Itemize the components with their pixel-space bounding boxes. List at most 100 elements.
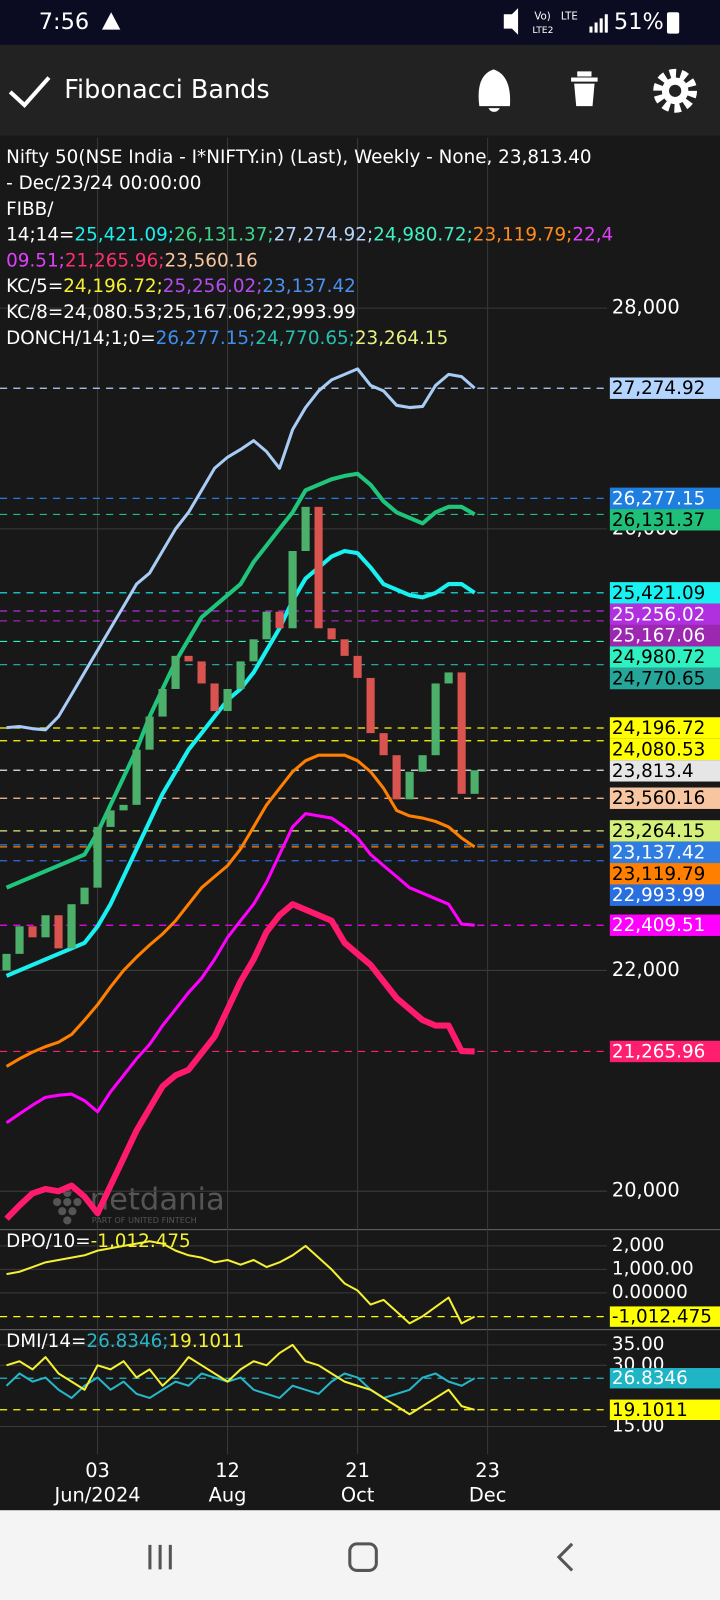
candle-body — [444, 672, 453, 684]
alert-button[interactable] — [478, 69, 511, 112]
candle-body — [106, 810, 115, 827]
price-tag — [609, 582, 720, 604]
candle-body — [119, 804, 128, 811]
legend-text: DONCH/14;1;0= — [6, 328, 156, 349]
x-tick-sublabel: Dec — [469, 1483, 506, 1506]
settings-button[interactable] — [653, 68, 698, 113]
legend-text: 26,277.15; — [156, 328, 256, 349]
price-tag — [609, 760, 720, 782]
legend-text: 23,264.15 — [355, 328, 448, 349]
candle-body — [54, 915, 63, 949]
price-tag — [609, 1040, 720, 1063]
lte-top: LTE — [561, 11, 578, 22]
marks-layer — [2, 367, 479, 1416]
series-line — [5, 548, 476, 978]
legend-row: DONCH/14;1;0=26,277.15;24,770.65;23,264.… — [6, 328, 448, 349]
price-tag — [609, 1306, 720, 1327]
x-tick-sublabel: Oct — [341, 1483, 375, 1506]
price-tag — [609, 487, 720, 510]
price-tag-label: 27,274.92 — [612, 378, 705, 399]
legend-text: 23,119.79; — [473, 225, 573, 246]
chart-area — [0, 135, 720, 1511]
back-button[interactable] — [556, 1542, 574, 1572]
candle-body — [145, 716, 154, 750]
candle-body — [210, 683, 219, 712]
legend-text: 22,4 — [572, 225, 613, 246]
battery-icon — [666, 12, 680, 34]
price-tag — [609, 914, 720, 936]
price-tag — [609, 884, 720, 906]
delete-button[interactable] — [571, 71, 598, 107]
recents-button[interactable] — [148, 1544, 172, 1570]
candle-body — [80, 887, 89, 905]
y-tick-label: 20,000 — [612, 1179, 680, 1202]
legend-text: -1,012.475 — [91, 1231, 191, 1252]
confirm-button[interactable] — [8, 76, 51, 109]
price-tag — [609, 1368, 720, 1389]
price-tag-label: 23,264.15 — [612, 821, 705, 842]
legend-text: 26,131.37; — [174, 225, 274, 246]
signal-icon — [589, 14, 608, 33]
legend-text: KC/8=24,080.53;25,167.06;22,993.99 — [6, 302, 356, 323]
price-tag — [609, 841, 720, 864]
legend-text: KC/5= — [6, 276, 63, 297]
series-line — [5, 1372, 476, 1399]
series-line — [6, 1343, 475, 1416]
candle-body — [327, 628, 336, 640]
legend-row: - Dec/23/24 00:00:00 — [6, 173, 201, 194]
home-button[interactable] — [348, 1542, 378, 1572]
price-tag — [609, 717, 720, 739]
candle-body — [171, 655, 180, 689]
price-tag-label: 24,080.53 — [612, 739, 705, 760]
grid-layer: 20,00022,00026,00028,0000.000001,000.002… — [0, 137, 720, 1455]
legend-text: 23,560.16 — [164, 250, 257, 271]
candle-body — [223, 688, 232, 712]
legend-row: DMI/14=26.8346;19.1011 — [6, 1331, 244, 1352]
candle-body — [392, 755, 401, 800]
price-tag — [609, 667, 720, 690]
x-tick-label: 23 — [475, 1459, 500, 1482]
legend-row: KC/8=24,080.53;25,167.06;22,993.99 — [6, 302, 356, 323]
toolbar-title: Fibonacci Bands — [64, 75, 269, 105]
price-tag-label: 19.1011 — [612, 1400, 688, 1421]
candle-body — [93, 826, 102, 888]
price-tag-label: 24,980.72 — [612, 647, 705, 668]
plot: 20,00022,00026,00028,0000.000001,000.002… — [0, 137, 720, 1506]
series-line — [5, 812, 475, 1125]
candle-body — [15, 926, 24, 954]
candle-body — [405, 771, 414, 800]
x-tick-sublabel: Jun/2024 — [54, 1483, 141, 1506]
price-tag — [609, 1399, 720, 1420]
price-tag — [609, 787, 720, 809]
candle-body — [197, 661, 206, 684]
candle-body — [379, 733, 388, 756]
candle-body — [262, 611, 271, 640]
x-tick-label: 21 — [345, 1459, 370, 1482]
y-tick-label: 35.00 — [612, 1334, 665, 1355]
price-tag-label: 26.8346 — [612, 1368, 688, 1389]
series-line — [5, 471, 476, 890]
price-tag-label: 24,196.72 — [612, 718, 705, 739]
watermark-tagline: PART OF UNITED FINTECH — [92, 1215, 197, 1225]
price-tag — [609, 603, 720, 625]
candle-body — [366, 677, 375, 734]
price-tag-label: 21,265.96 — [612, 1041, 705, 1062]
toolbar — [0, 44, 720, 136]
price-tag — [609, 509, 720, 531]
price-tag-label: 26,131.37 — [612, 510, 705, 531]
y-tick-label: 1,000.00 — [612, 1258, 694, 1279]
price-tag-label: 23,560.16 — [612, 788, 705, 809]
y-tick-label: 28,000 — [612, 296, 680, 319]
x-tick-label: 12 — [215, 1459, 240, 1482]
legend-row: Nifty 50(NSE India - I*NIFTY.in) (Last),… — [6, 147, 591, 168]
volte: Vo) — [534, 11, 550, 22]
price-tag-label: 23,137.42 — [612, 842, 705, 863]
legend-text: 24,770.65; — [255, 328, 355, 349]
price-tag-label: -1,012.475 — [612, 1307, 712, 1328]
legend-text: 24,980.72; — [373, 225, 473, 246]
legend-text: 23,137.42 — [262, 276, 355, 297]
legend-row: KC/5=24,196.72;25,256.02;23,137.42 — [6, 276, 356, 297]
nav-bar — [0, 1510, 720, 1600]
